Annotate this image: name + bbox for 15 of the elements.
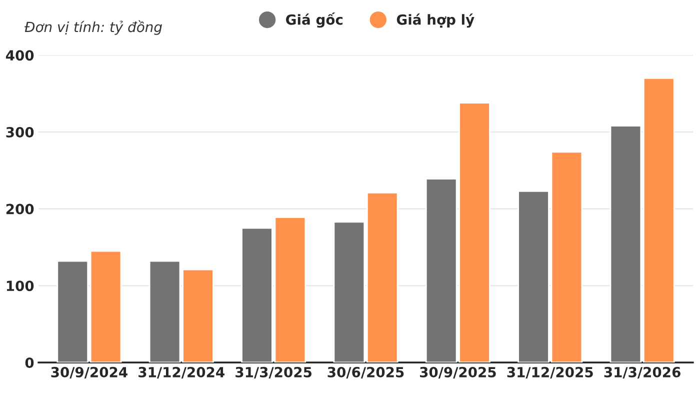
x-tick-label: 31/3/2026 [604,366,680,378]
x-tick-label: 31/3/2025 [236,366,312,378]
y-tick-label: 200 [6,204,34,214]
y-tick-label: 0 [25,357,34,368]
y-axis-title: Đơn vị tính: tỷ đồng [24,20,162,35]
x-tick-label: 31/12/2024 [138,366,224,378]
x-tick-label: 30/9/2024 [51,366,128,378]
y-tick-label: 100 [6,280,34,292]
x-tick-label: 30/9/2025 [420,366,496,378]
x-tick-label: 30/6/2025 [328,366,404,378]
legend-label: Giá gốc [286,12,342,28]
y-tick-label: 300 [6,126,34,138]
legend-label: Giá hợp lý [396,14,474,28]
x-tick-label: 31/12/2025 [507,366,593,378]
y-tick-label: 400 [6,50,34,61]
